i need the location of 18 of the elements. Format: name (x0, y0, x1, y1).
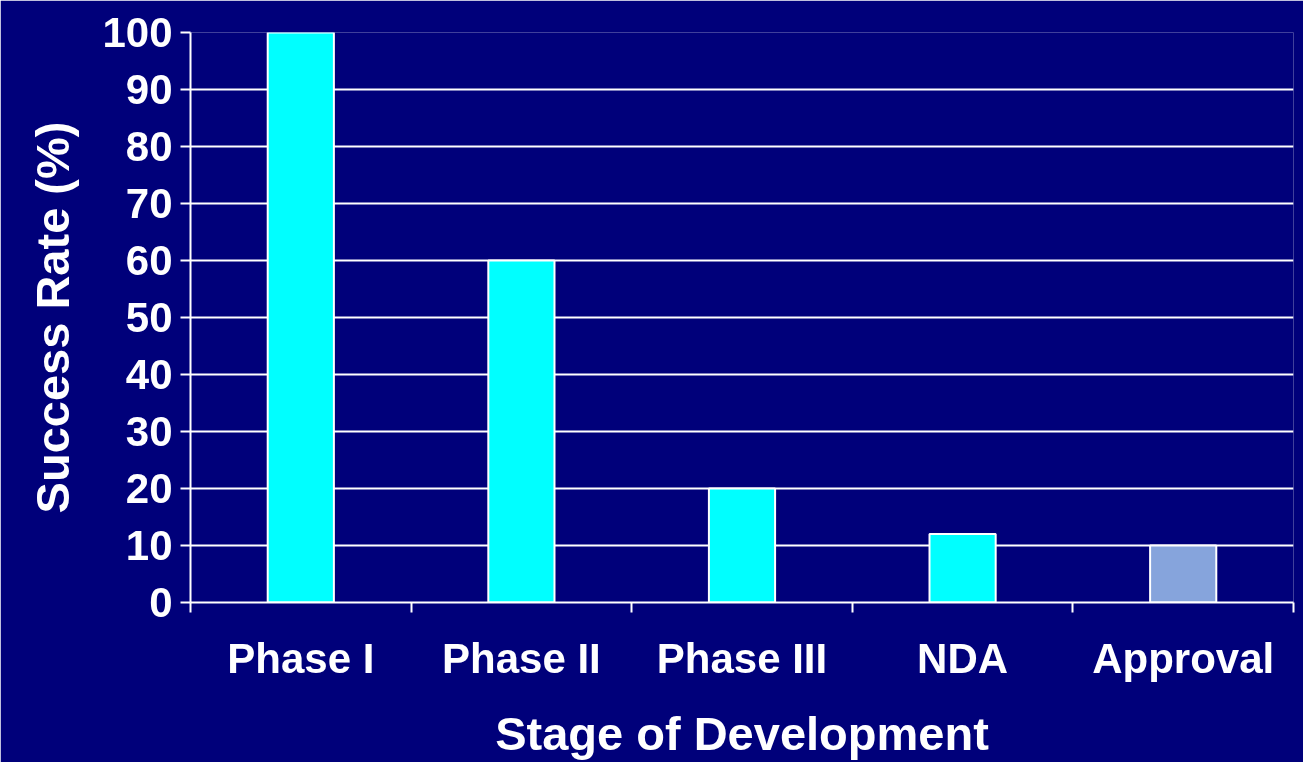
y-tick-label: 90 (125, 66, 173, 113)
y-tick-label: 0 (149, 579, 173, 626)
y-tick-label: 20 (125, 465, 173, 512)
y-tick-label: 100 (102, 9, 173, 56)
x-tick-label: Phase III (656, 634, 828, 682)
x-axis-title: Stage of Development (495, 706, 990, 760)
y-tick-label: 30 (125, 408, 173, 455)
y-tick-label: 10 (125, 522, 173, 569)
x-tick-label: NDA (917, 634, 1009, 682)
y-tick-label: 70 (125, 180, 173, 227)
y-axis-title: Success Rate (%) (26, 121, 80, 514)
y-tick-label: 40 (125, 351, 173, 398)
y-tick-label: 60 (125, 237, 173, 284)
y-tick-label: 50 (125, 294, 173, 341)
x-tick-label: Phase I (227, 634, 375, 682)
x-tick-label: Approval (1092, 634, 1275, 682)
y-tick-label: 80 (125, 123, 173, 170)
x-tick-label: Phase II (442, 634, 601, 682)
